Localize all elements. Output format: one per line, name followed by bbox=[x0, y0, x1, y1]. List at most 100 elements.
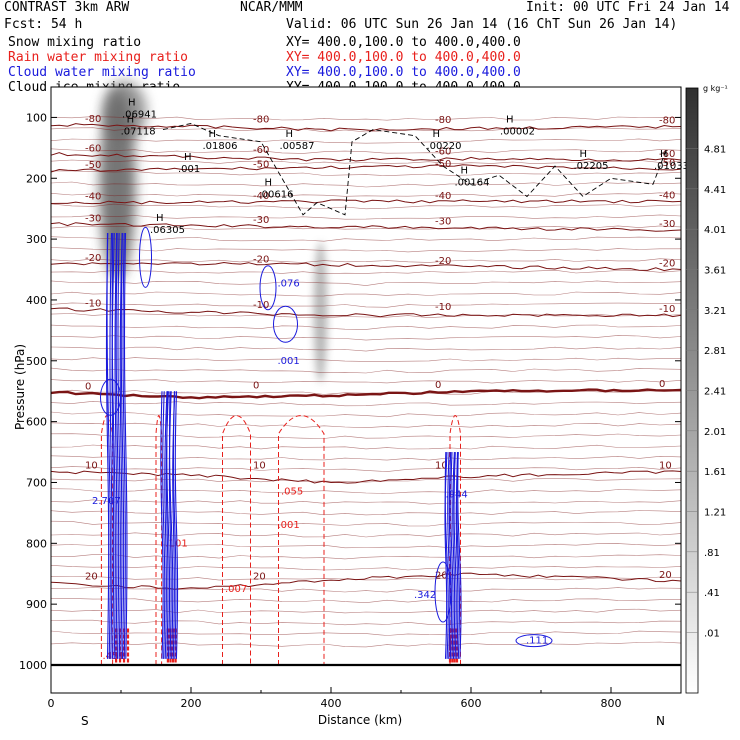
isotherm-minor bbox=[50, 236, 682, 242]
legend-snow-label: Snow mixing ratio bbox=[8, 35, 142, 50]
legend-snow-xy: XY= 400.0,100.0 to 400.0,400.0 bbox=[286, 35, 521, 50]
isotherm-label: 20 bbox=[435, 571, 448, 582]
isotherm-label: -50 bbox=[659, 158, 675, 169]
legend-cloud-water-label: Cloud water mixing ratio bbox=[8, 65, 196, 80]
snow-shade-top bbox=[102, 81, 147, 142]
colorbar-tick-label: .01 bbox=[704, 629, 720, 640]
isotherm-minor bbox=[50, 411, 682, 418]
cloud-water-contour bbox=[114, 233, 118, 659]
cloud-water-contour bbox=[119, 233, 123, 659]
isotherm-minor bbox=[50, 576, 682, 581]
cloud-ice-label: .001 bbox=[178, 164, 200, 175]
rain-label: .451 bbox=[103, 651, 125, 662]
cloud-ice-label: .00587 bbox=[280, 141, 315, 152]
x-end-label-north: N bbox=[656, 714, 665, 728]
isotherm-line bbox=[50, 164, 682, 173]
isotherm-label: 10 bbox=[435, 461, 448, 472]
cloud-ice-h-marker: H bbox=[128, 97, 136, 108]
isotherm-label: 10 bbox=[85, 461, 98, 472]
cloud-water-contour bbox=[448, 452, 453, 659]
isotherm-label: -60 bbox=[435, 147, 451, 158]
colorbar-tick-label: .41 bbox=[704, 588, 720, 599]
cloud-water-loop bbox=[100, 378, 121, 416]
legend-rain-label: Rain water mixing ratio bbox=[8, 50, 189, 65]
isotherm-minor bbox=[50, 324, 682, 330]
isotherm-minor bbox=[50, 608, 682, 614]
legend-cloud-water-xy: XY= 400.0,100.0 to 400.0,400.0 bbox=[286, 65, 521, 80]
y-tick-label: 700 bbox=[26, 476, 47, 489]
colorbar-tick-label: 4.41 bbox=[704, 185, 726, 196]
cloud-water-contour bbox=[444, 452, 449, 659]
cloud-ice-label: .02205 bbox=[574, 161, 609, 172]
isotherm-minor bbox=[50, 138, 682, 144]
isotherm-label: -10 bbox=[85, 298, 101, 309]
x-tick-label: 0 bbox=[48, 697, 55, 710]
isotherm-minor bbox=[50, 214, 682, 220]
isotherm-line bbox=[50, 307, 682, 318]
isotherm-label: -30 bbox=[253, 215, 269, 226]
isotherm-line bbox=[50, 261, 682, 272]
cloud-ice-label: .00616 bbox=[259, 190, 294, 201]
isotherm-line bbox=[50, 152, 682, 162]
isotherm-label: -40 bbox=[659, 190, 675, 201]
isotherm-line bbox=[50, 222, 682, 232]
isotherm-label: -20 bbox=[435, 256, 451, 267]
cloud-ice-h-marker: H bbox=[580, 149, 588, 160]
isotherm-label: -10 bbox=[253, 300, 269, 311]
header-left-2: Fcst: 54 h bbox=[4, 17, 83, 32]
cloud-water-loop bbox=[434, 561, 452, 623]
colorbar-tick-label: 4.01 bbox=[704, 225, 726, 236]
isotherm-label: 0 bbox=[253, 381, 259, 392]
isotherm-label: -60 bbox=[253, 145, 269, 156]
isotherm-label: 0 bbox=[85, 381, 91, 392]
isotherm-minor bbox=[50, 127, 682, 133]
isotherm-label: -40 bbox=[435, 191, 451, 202]
colorbar-unit: g kg⁻¹ bbox=[703, 84, 728, 93]
colorbar-tick-label: 3.61 bbox=[704, 266, 726, 277]
isotherm-minor bbox=[50, 203, 682, 210]
isotherm-label: -30 bbox=[85, 213, 101, 224]
colorbar-tick-label: 1.21 bbox=[704, 508, 726, 519]
isotherm-minor bbox=[50, 148, 682, 154]
isotherm-label: -60 bbox=[85, 143, 101, 154]
isotherm-minor bbox=[50, 357, 682, 362]
isotherm-minor bbox=[50, 520, 682, 527]
isotherm-minor bbox=[50, 192, 682, 198]
cloud-water-label: 2.707 bbox=[92, 496, 121, 507]
plot-frame bbox=[50, 86, 682, 694]
isotherm-line bbox=[50, 470, 682, 484]
y-tick-label: 600 bbox=[26, 416, 47, 429]
isotherm-minor bbox=[50, 598, 682, 604]
cloud-water-contour bbox=[162, 391, 166, 659]
isotherm-line bbox=[50, 572, 682, 590]
colorbar-tick-label: 2.01 bbox=[704, 427, 726, 438]
isotherm-minor bbox=[50, 116, 682, 121]
rain-label: .007 bbox=[225, 584, 247, 595]
isotherm-label: -30 bbox=[659, 219, 675, 230]
rain-contour bbox=[449, 415, 461, 665]
cloud-water-contour bbox=[122, 233, 126, 659]
isotherm-minor bbox=[50, 170, 682, 177]
cloud-water-label: .944 bbox=[446, 490, 468, 501]
cloud-water-label: .342 bbox=[414, 590, 436, 601]
cloud-water-label: .076 bbox=[278, 279, 300, 290]
cloud-water-contour bbox=[453, 452, 457, 659]
legend-rain-xy: XY= 400.0,100.0 to 400.0,400.0 bbox=[286, 50, 521, 65]
cloud-water-contour bbox=[452, 452, 456, 659]
isotherm-minor bbox=[50, 280, 682, 286]
cloud-water-label: .001 bbox=[278, 356, 300, 367]
cloud-water-contour bbox=[456, 452, 460, 659]
colorbar-tick-label: 2.81 bbox=[704, 346, 726, 357]
colorbar-tick-label: .81 bbox=[704, 548, 720, 559]
isotherm-label: 20 bbox=[253, 571, 266, 582]
isotherm-label: -80 bbox=[435, 115, 451, 126]
y-tick-label: 800 bbox=[26, 537, 47, 550]
isotherm-label: -30 bbox=[435, 217, 451, 228]
isotherm-label: -60 bbox=[659, 149, 675, 160]
y-tick-label: 900 bbox=[26, 598, 47, 611]
cloud-water-contour bbox=[450, 452, 454, 659]
isotherm-label: -20 bbox=[85, 253, 101, 264]
isotherm-minor bbox=[50, 641, 682, 648]
cloud-water-contour bbox=[172, 391, 177, 659]
